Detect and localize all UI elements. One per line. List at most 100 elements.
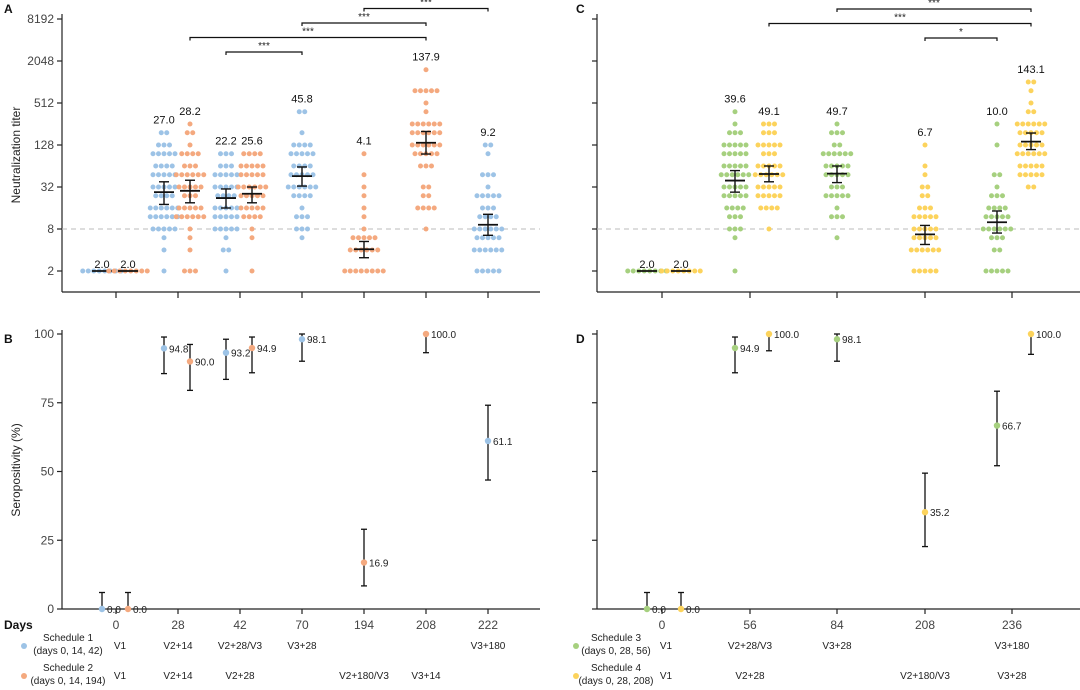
significance-stars: *** <box>358 12 370 23</box>
y-tick-label: 512 <box>34 96 54 110</box>
visit-label: V3+180 <box>995 641 1030 652</box>
significance-stars: *** <box>302 27 314 38</box>
gmt-label: 49.7 <box>826 106 847 118</box>
titer-dot <box>1039 130 1045 136</box>
titer-dot <box>305 226 310 232</box>
titer-dot <box>412 151 418 157</box>
titer-dot <box>418 163 423 169</box>
titer-dot <box>732 214 738 220</box>
titer-dot <box>1031 184 1037 190</box>
seropositivity-label: 61.1 <box>493 437 513 448</box>
titer-dot <box>721 163 727 169</box>
titer-dot <box>994 142 1000 148</box>
titer-dot <box>928 205 933 211</box>
titer-dot <box>477 247 483 253</box>
titer-dot <box>234 172 240 178</box>
titer-dot <box>176 184 182 190</box>
titer-dot <box>774 205 780 211</box>
seropositivity-point <box>298 336 306 343</box>
titer-dot <box>766 142 772 148</box>
titer-dot <box>294 214 299 220</box>
titer-dot <box>488 214 494 220</box>
x-tick-label-day: 0 <box>113 618 120 632</box>
titer-dot <box>480 235 485 241</box>
titer-dot <box>928 268 933 274</box>
titer-dot <box>144 268 150 274</box>
gmt-label: 27.0 <box>153 115 174 127</box>
titer-dot <box>485 193 491 199</box>
titer-dot <box>925 193 931 199</box>
titer-dot <box>738 142 743 148</box>
titer-dot <box>420 121 426 127</box>
titer-dot <box>260 163 266 169</box>
visit-label: V1 <box>114 641 127 652</box>
titer-dot <box>429 88 434 94</box>
titer-dot <box>431 142 437 148</box>
titer-dot <box>1000 268 1005 274</box>
titer-dot <box>299 235 305 241</box>
titer-dot <box>361 226 367 232</box>
titer-dot <box>823 193 829 199</box>
panel-letter-c: C <box>576 2 585 16</box>
titer-dot <box>173 214 179 220</box>
titer-dot <box>1031 79 1037 85</box>
titer-dot <box>732 235 738 241</box>
titer-dot <box>431 121 437 127</box>
titer-dot <box>190 214 196 220</box>
titer-dot <box>299 130 305 136</box>
titer-dot <box>244 205 249 211</box>
titer-dot <box>423 109 429 115</box>
titer-dot <box>729 172 735 178</box>
titer-dot <box>917 205 922 211</box>
seropositivity-label: 100.0 <box>1036 330 1061 341</box>
titer-dot <box>212 226 218 232</box>
visit-label: V1 <box>660 671 673 682</box>
titer-dot <box>1017 130 1023 136</box>
titer-dot <box>983 268 989 274</box>
titer-dot <box>496 268 502 274</box>
titer-dot <box>257 151 263 157</box>
titer-dot <box>820 151 826 157</box>
titer-dot <box>307 184 313 190</box>
titer-dot <box>220 193 226 199</box>
titer-dot <box>721 184 727 190</box>
titer-dot <box>758 205 764 211</box>
titer-dot <box>1025 79 1031 85</box>
titer-dot <box>437 121 443 127</box>
titer-dot <box>1014 151 1020 157</box>
titer-dot <box>415 142 421 148</box>
titer-dot <box>1028 172 1034 178</box>
titer-dot <box>911 226 917 232</box>
visit-label: V3+28 <box>822 641 852 652</box>
titer-dot <box>302 163 308 169</box>
visit-label: V3+28 <box>997 671 1027 682</box>
titer-dot <box>917 235 922 241</box>
significance-bracket <box>836 8 1032 12</box>
y-axis-label-titer: Neutralization titer <box>9 107 23 204</box>
titer-dot <box>732 151 738 157</box>
gmt-label: 22.2 <box>215 136 236 148</box>
titer-dot <box>229 205 234 211</box>
x-tick-label-day: 42 <box>233 618 247 632</box>
titer-dot <box>291 163 297 169</box>
titer-dot <box>485 205 491 211</box>
titer-dot <box>1008 226 1014 232</box>
titer-dot <box>244 163 249 169</box>
titer-dot <box>296 142 302 148</box>
titer-dot <box>743 184 749 190</box>
seropositivity-point <box>993 422 1001 429</box>
titer-dot <box>150 172 156 178</box>
x-tick-label-day: 222 <box>478 618 498 632</box>
titer-dot <box>420 184 426 190</box>
titer-dot <box>229 214 234 220</box>
titer-dot <box>732 109 738 115</box>
schedule-legend-dot <box>21 643 27 649</box>
titer-dot <box>922 172 928 178</box>
titer-dot <box>305 151 310 157</box>
titer-dot <box>195 151 201 157</box>
titer-dot <box>1042 121 1048 127</box>
titer-dot <box>223 172 229 178</box>
titer-dot <box>1000 214 1005 220</box>
titer-dot <box>358 268 364 274</box>
titer-dot <box>738 184 743 190</box>
